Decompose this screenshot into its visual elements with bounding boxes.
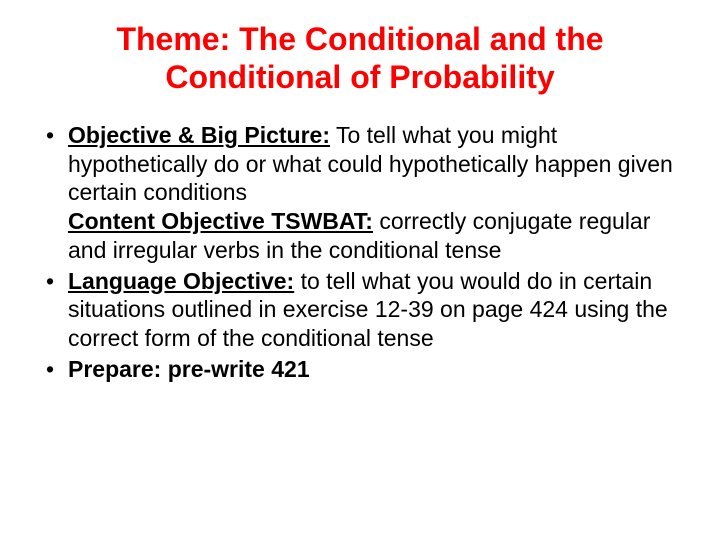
slide-title: Theme: The Conditional and the Condition…	[40, 20, 680, 97]
bullet-label: Content Objective TSWBAT:	[68, 208, 373, 234]
bullet-label: Language Objective:	[68, 268, 294, 294]
bullet-label: Prepare: pre-write 421	[68, 356, 310, 382]
list-item: Objective & Big Picture: To tell what yo…	[40, 121, 680, 265]
bullet-label: Objective & Big Picture:	[68, 122, 330, 148]
bullet-list: Objective & Big Picture: To tell what yo…	[40, 121, 680, 384]
list-item: Prepare: pre-write 421	[40, 355, 680, 384]
list-item: Language Objective: to tell what you wou…	[40, 267, 680, 353]
